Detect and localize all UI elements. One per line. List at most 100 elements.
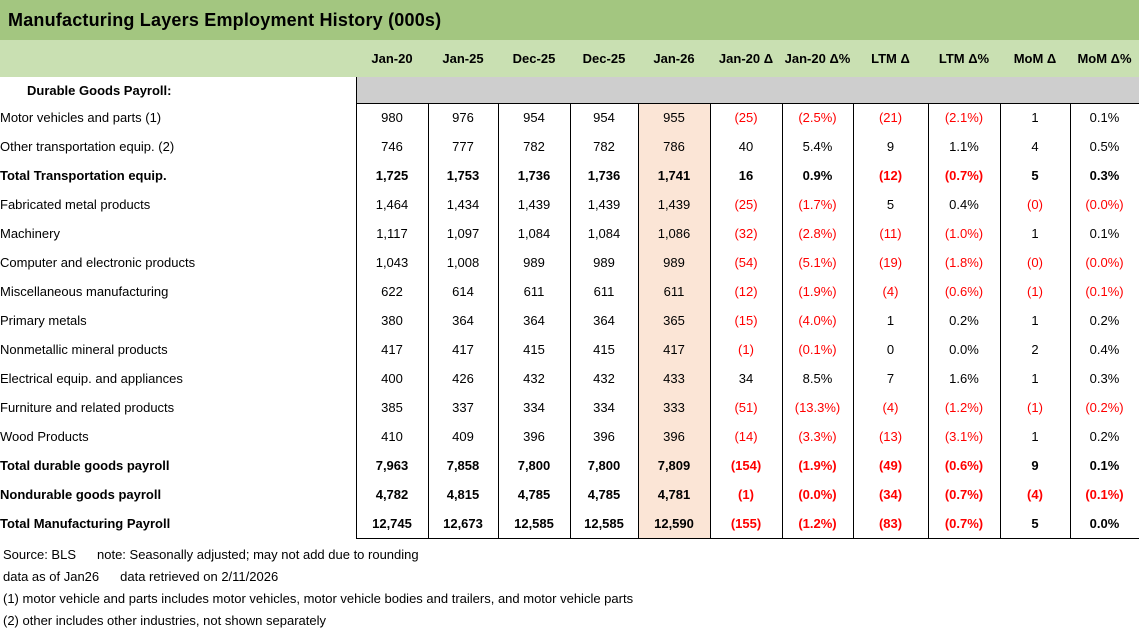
row-label[interactable]: Nondurable goods payroll (0, 487, 162, 502)
row-label[interactable]: Computer and electronic products (0, 255, 196, 270)
cell-value[interactable]: 333 (637, 393, 710, 422)
cell-value[interactable]: 417 (637, 335, 710, 364)
cell-value[interactable]: 1,439 (497, 190, 570, 219)
cell-value[interactable]: 40 (709, 132, 782, 161)
cell-value[interactable]: 0 (852, 335, 928, 364)
cell-value[interactable]: 364 (569, 306, 638, 335)
cell-value[interactable]: 0.2% (1069, 422, 1139, 451)
cell-value[interactable]: 989 (569, 248, 638, 277)
row-label[interactable]: Motor vehicles and parts (1) (0, 110, 162, 125)
cell-value[interactable]: (11) (852, 219, 928, 248)
cell-value[interactable]: 0.2% (927, 306, 1000, 335)
column-header[interactable]: LTM Δ (871, 51, 910, 66)
cell-value[interactable]: 1.1% (927, 132, 1000, 161)
cell-value[interactable]: (0.2%) (1069, 393, 1139, 422)
cell-value[interactable]: (83) (852, 509, 928, 539)
cell-value[interactable]: (3.3%) (781, 422, 853, 451)
cell-value[interactable]: 12,673 (427, 509, 498, 539)
cell-value[interactable]: 611 (497, 277, 570, 306)
cell-value[interactable]: 1,736 (569, 161, 638, 190)
column-header[interactable]: Jan-26 (653, 51, 695, 66)
cell-value[interactable]: (2.1%) (927, 103, 1000, 132)
cell-value[interactable]: 1,439 (569, 190, 638, 219)
cell-value[interactable]: (14) (709, 422, 782, 451)
cell-value[interactable]: (15) (709, 306, 782, 335)
cell-value[interactable]: 1 (999, 103, 1070, 132)
cell-value[interactable]: 433 (637, 364, 710, 393)
cell-value[interactable]: 0.9% (781, 161, 853, 190)
cell-value[interactable]: (1.2%) (781, 509, 853, 539)
cell-value[interactable]: 12,585 (497, 509, 570, 539)
cell-value[interactable]: 4,782 (355, 480, 428, 509)
column-header[interactable]: Jan-20 Δ (718, 51, 774, 66)
cell-value[interactable]: 396 (497, 422, 570, 451)
column-header[interactable]: Dec-25 (512, 51, 556, 66)
cell-value[interactable]: 34 (709, 364, 782, 393)
cell-value[interactable]: 4,785 (497, 480, 570, 509)
cell-value[interactable]: 782 (497, 132, 570, 161)
row-label[interactable]: Furniture and related products (0, 400, 175, 415)
cell-value[interactable]: (13.3%) (781, 393, 853, 422)
cell-value[interactable]: (25) (709, 103, 782, 132)
section-header-label[interactable]: Durable Goods Payroll: (27, 82, 172, 98)
cell-value[interactable]: 9 (852, 132, 928, 161)
cell-value[interactable]: 955 (637, 103, 710, 132)
cell-value[interactable]: (1.0%) (927, 219, 1000, 248)
cell-value[interactable]: 380 (355, 306, 428, 335)
cell-value[interactable]: 12,585 (569, 509, 638, 539)
cell-value[interactable]: 364 (497, 306, 570, 335)
cell-value[interactable]: (34) (852, 480, 928, 509)
cell-value[interactable]: (0.6%) (927, 451, 1000, 480)
cell-value[interactable]: (49) (852, 451, 928, 480)
cell-value[interactable]: 1,008 (427, 248, 498, 277)
cell-value[interactable]: 1 (999, 306, 1070, 335)
cell-value[interactable]: 786 (637, 132, 710, 161)
column-header[interactable]: Jan-25 (442, 51, 484, 66)
cell-value[interactable]: (0.1%) (1069, 480, 1139, 509)
cell-value[interactable]: 1,741 (637, 161, 710, 190)
cell-value[interactable]: (4.0%) (781, 306, 853, 335)
row-label[interactable]: Electrical equip. and appliances (0, 371, 183, 386)
cell-value[interactable]: 365 (637, 306, 710, 335)
row-label[interactable]: Fabricated metal products (0, 197, 151, 212)
cell-value[interactable]: 7 (852, 364, 928, 393)
cell-value[interactable]: (12) (709, 277, 782, 306)
cell-value[interactable]: 0.1% (1069, 103, 1139, 132)
cell-value[interactable]: 417 (427, 335, 498, 364)
cell-value[interactable]: 400 (355, 364, 428, 393)
cell-value[interactable]: 426 (427, 364, 498, 393)
cell-value[interactable]: (32) (709, 219, 782, 248)
cell-value[interactable]: (2.5%) (781, 103, 853, 132)
cell-value[interactable]: (0.1%) (1069, 277, 1139, 306)
cell-value[interactable]: 1,439 (637, 190, 710, 219)
cell-value[interactable]: (155) (709, 509, 782, 539)
cell-value[interactable]: 954 (569, 103, 638, 132)
cell-value[interactable]: 1 (999, 364, 1070, 393)
cell-value[interactable]: (54) (709, 248, 782, 277)
cell-value[interactable]: (4) (852, 277, 928, 306)
cell-value[interactable]: 5.4% (781, 132, 853, 161)
cell-value[interactable]: 0.5% (1069, 132, 1139, 161)
column-header[interactable]: Jan-20 (371, 51, 413, 66)
cell-value[interactable]: (0.7%) (927, 480, 1000, 509)
cell-value[interactable]: (154) (709, 451, 782, 480)
cell-value[interactable]: 334 (569, 393, 638, 422)
cell-value[interactable]: (1) (709, 335, 782, 364)
cell-value[interactable]: (5.1%) (781, 248, 853, 277)
cell-value[interactable]: 2 (999, 335, 1070, 364)
cell-value[interactable]: (1) (999, 277, 1070, 306)
cell-value[interactable]: (1) (999, 393, 1070, 422)
cell-value[interactable]: (1.8%) (927, 248, 1000, 277)
cell-value[interactable]: 1,084 (497, 219, 570, 248)
cell-value[interactable]: (12) (852, 161, 928, 190)
cell-value[interactable]: 7,963 (355, 451, 428, 480)
cell-value[interactable]: 1,117 (355, 219, 428, 248)
cell-value[interactable]: 4,815 (427, 480, 498, 509)
cell-value[interactable]: 16 (709, 161, 782, 190)
cell-value[interactable]: 12,590 (637, 509, 710, 539)
cell-value[interactable]: (2.8%) (781, 219, 853, 248)
column-header[interactable]: MoM Δ (1013, 51, 1057, 66)
cell-value[interactable]: (0.0%) (781, 480, 853, 509)
column-header[interactable]: Jan-20 Δ% (784, 51, 851, 66)
cell-value[interactable]: 396 (637, 422, 710, 451)
